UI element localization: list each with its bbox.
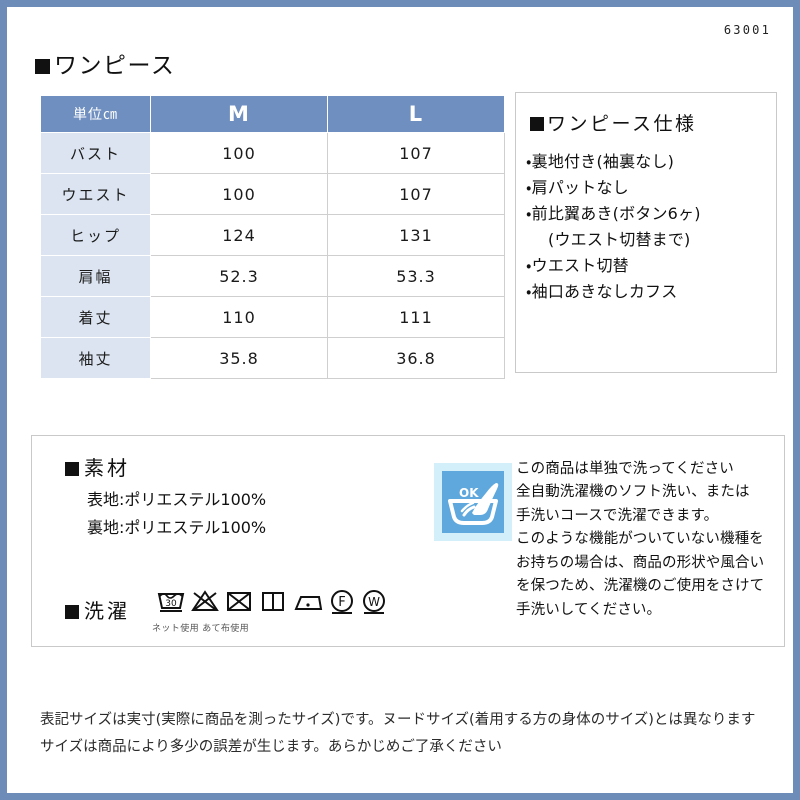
table-row: ヒップ 124 131 bbox=[40, 214, 505, 256]
black-square-bullet-icon bbox=[530, 117, 544, 131]
black-square-bullet-icon bbox=[65, 605, 79, 619]
cell-length-l: 111 bbox=[327, 296, 505, 338]
page-title: ワンピース bbox=[35, 55, 175, 78]
size-table-header-m: M bbox=[150, 95, 328, 133]
wash-notice-line: 手洗いコースで洗濯できます。 bbox=[516, 507, 719, 524]
table-row: バスト 100 107 bbox=[40, 132, 505, 174]
cell-sleeve-m: 35.8 bbox=[150, 337, 328, 379]
bleach-prohibited-icon bbox=[191, 590, 219, 611]
footer-line: 表記サイズは実寸(実際に商品を測ったサイズ)です。ヌードサイズ(着用する方の身体… bbox=[40, 712, 756, 728]
wash-notice-line: 手洗いしてください。 bbox=[516, 601, 662, 618]
row-label-shoulder: 肩幅 bbox=[40, 255, 151, 297]
spec-list: ・裏地付き(袖裏なし) ・肩パットなし ・前比翼あき(ボタン6ヶ) (ウエスト切… bbox=[526, 149, 776, 304]
size-table: 単位㎝ M L バスト 100 107 ウエスト 100 107 ヒップ bbox=[40, 95, 505, 379]
list-item: ・裏地付き(袖裏なし) bbox=[526, 152, 675, 171]
size-table-header-row: 単位㎝ M L bbox=[40, 95, 505, 133]
svg-text:30: 30 bbox=[165, 599, 177, 609]
list-item: ・ウエスト切替 bbox=[526, 255, 629, 275]
material-outer-fabric: 表地:ポリエステル100% bbox=[87, 490, 267, 509]
cell-waist-m: 100 bbox=[150, 173, 328, 215]
list-item: ・袖口あきなしカフス bbox=[526, 281, 678, 301]
spec-panel-title-text: ワンピース仕様 bbox=[547, 113, 697, 135]
care-note: ネット使用 あて布使用 bbox=[152, 624, 250, 634]
material-title-text: 素材 bbox=[84, 456, 130, 480]
black-square-bullet-icon bbox=[35, 59, 50, 74]
footer-line: サイズは商品により多少の誤差が生じます。あらかじめご了承ください bbox=[40, 738, 502, 755]
wash-title: 洗濯 bbox=[65, 595, 130, 624]
spec-panel-title: ワンピース仕様 bbox=[530, 109, 776, 136]
handwash-ok-label: OK bbox=[459, 486, 479, 500]
black-square-bullet-icon bbox=[65, 462, 79, 476]
drip-dry-icon bbox=[262, 592, 284, 611]
size-table-unit-header: 単位㎝ bbox=[40, 95, 151, 133]
tumble-dry-prohibited-icon bbox=[227, 592, 251, 611]
wash-notice-line: お持ちの場合は、商品の形状や風合い bbox=[516, 554, 765, 571]
cell-bust-l: 107 bbox=[327, 132, 505, 174]
list-item: ・前比翼あき(ボタン6ヶ) bbox=[526, 203, 701, 223]
spec-panel: ワンピース仕様 ・裏地付き(袖裏なし) ・肩パットなし ・前比翼あき(ボタン6ヶ… bbox=[515, 92, 777, 373]
cell-hip-m: 124 bbox=[150, 214, 328, 256]
wash-notice-line: この商品は単独で洗ってください bbox=[516, 461, 734, 477]
cell-shoulder-l: 53.3 bbox=[327, 255, 505, 297]
wet-clean-w-icon: W bbox=[363, 590, 385, 614]
cell-hip-l: 131 bbox=[327, 214, 505, 256]
wash-notice-line: を保つため、洗濯機のご使用をさけて bbox=[516, 578, 765, 595]
dry-clean-f-icon: F bbox=[331, 590, 353, 614]
wash-notice-line: このような機能がついていない機種を bbox=[516, 531, 764, 548]
row-label-length: 着丈 bbox=[40, 296, 151, 338]
table-row: 肩幅 52.3 53.3 bbox=[40, 255, 505, 297]
list-item: ・肩パットなし bbox=[526, 177, 629, 197]
size-table-header-l: L bbox=[327, 95, 505, 133]
cell-bust-m: 100 bbox=[150, 132, 328, 174]
cell-sleeve-l: 36.8 bbox=[327, 337, 505, 379]
wash-title-text: 洗濯 bbox=[84, 599, 130, 623]
cell-waist-l: 107 bbox=[327, 173, 505, 215]
sheet-inner: 63001 ワンピース 単位㎝ M L バスト 100 107 bbox=[7, 7, 793, 793]
svg-text:W: W bbox=[368, 595, 380, 609]
handwash-ok-icon-wrap: OK bbox=[434, 463, 512, 541]
wash-tub-30-icon: 30 bbox=[157, 593, 185, 612]
wash-notice-line: 全自動洗濯機のソフト洗い、または bbox=[516, 484, 750, 501]
product-code: 63001 bbox=[723, 23, 771, 37]
material-lines: 表地:ポリエステル100% 裏地:ポリエステル100% bbox=[87, 486, 266, 541]
row-label-sleeve: 袖丈 bbox=[40, 337, 151, 379]
wash-notice: この商品は単独で洗ってください 全自動洗濯機のソフト洗い、または 手洗いコースで… bbox=[516, 458, 781, 622]
table-row: 着丈 110 111 bbox=[40, 296, 505, 338]
row-label-waist: ウエスト bbox=[40, 173, 151, 215]
row-label-hip: ヒップ bbox=[40, 214, 151, 256]
row-label-bust: バスト bbox=[40, 132, 151, 174]
footer-disclaimer: 表記サイズは実寸(実際に商品を測ったサイズ)です。ヌードサイズ(着用する方の身体… bbox=[40, 707, 770, 761]
page-title-text: ワンピース bbox=[54, 53, 176, 79]
iron-low-icon bbox=[294, 596, 323, 610]
material-lining-fabric: 裏地:ポリエステル100% bbox=[87, 517, 267, 537]
material-wash-box: 素材 表地:ポリエステル100% 裏地:ポリエステル100% 洗濯 30 bbox=[31, 435, 785, 647]
care-symbols-group: 30 bbox=[156, 586, 388, 616]
handwash-ok-icon: OK bbox=[442, 471, 504, 533]
cell-shoulder-m: 52.3 bbox=[150, 255, 328, 297]
table-row: 袖丈 35.8 36.8 bbox=[40, 337, 505, 379]
table-row: ウエスト 100 107 bbox=[40, 173, 505, 215]
list-item: (ウエスト切替まで) bbox=[548, 229, 691, 249]
material-title: 素材 bbox=[65, 452, 130, 481]
cell-length-m: 110 bbox=[150, 296, 328, 338]
svg-text:F: F bbox=[338, 595, 345, 610]
